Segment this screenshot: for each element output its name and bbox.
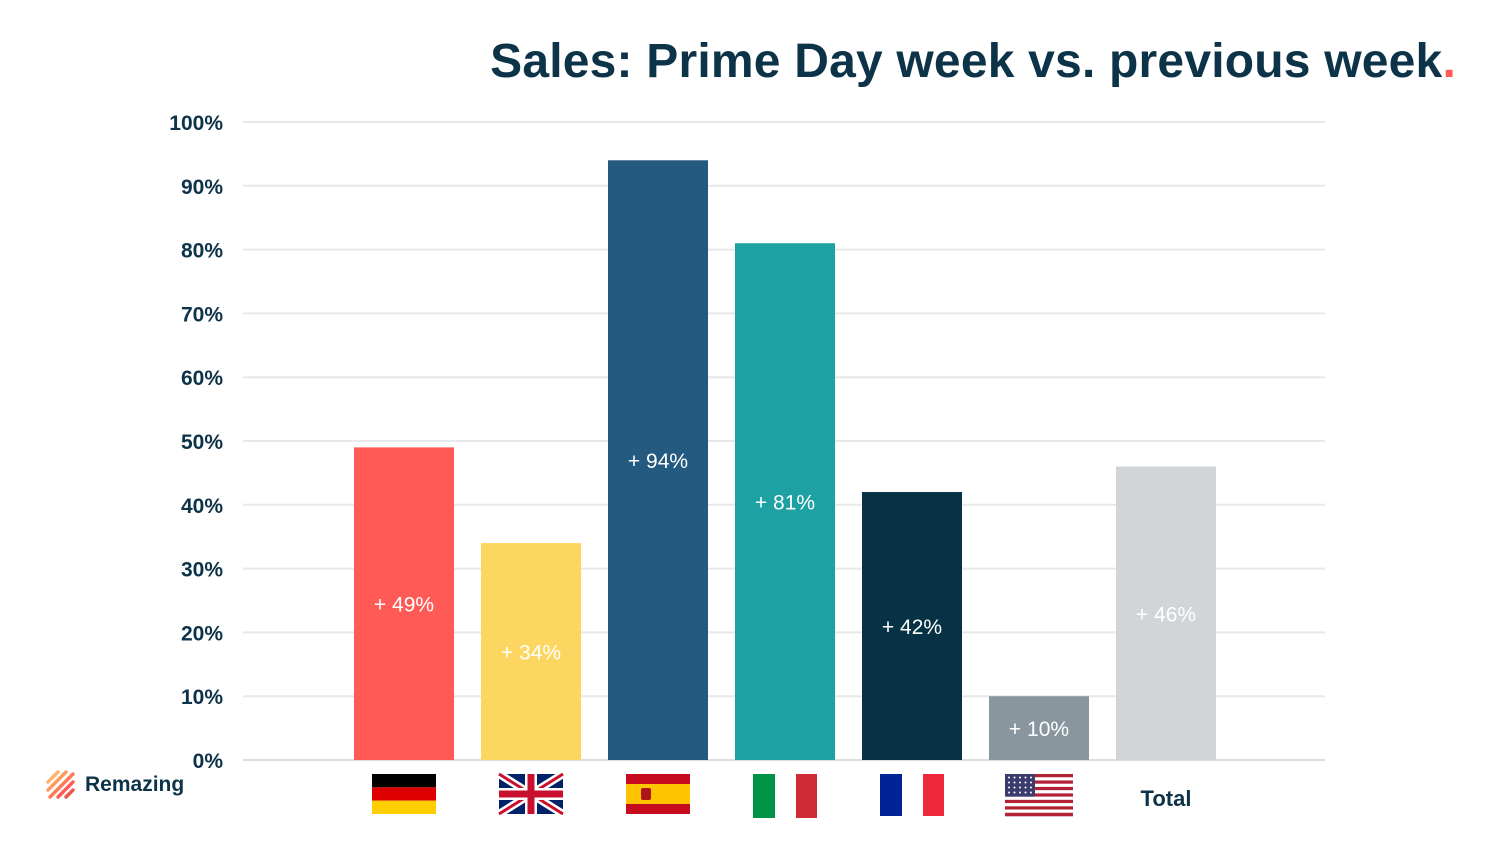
flag-star <box>1019 781 1021 784</box>
y-tick-label: 70% <box>181 303 223 326</box>
y-tick-label: 30% <box>181 559 223 582</box>
flag-stripe <box>880 774 902 816</box>
flag-stripe <box>626 774 690 784</box>
flag-star <box>1008 786 1010 789</box>
flag-star <box>1024 791 1027 794</box>
remazing-stripes-icon <box>46 770 75 799</box>
data-label: + 42% <box>882 616 942 639</box>
bar <box>608 160 708 760</box>
y-tick-label: 60% <box>181 367 223 390</box>
flag-star <box>1024 781 1027 784</box>
flag-star <box>1030 776 1032 779</box>
flag-star <box>1024 776 1027 779</box>
flag-stripe <box>372 800 436 814</box>
flag-stripe <box>1005 806 1073 810</box>
uk-flag <box>496 770 566 818</box>
flag-canton <box>1005 774 1035 797</box>
bar <box>735 243 835 761</box>
flag-stripe <box>1005 803 1073 807</box>
flag-star <box>1013 776 1016 779</box>
flag-stripe <box>1005 783 1073 788</box>
spain-flag <box>626 774 690 814</box>
flag-stripe <box>1005 777 1073 781</box>
data-label: + 94% <box>628 450 688 473</box>
flag-star <box>1019 791 1021 794</box>
flag-stripe <box>923 774 944 816</box>
y-tick-label: 50% <box>181 431 223 454</box>
y-tick-label: 20% <box>181 622 223 645</box>
remazing-logo: Remazing <box>45 768 184 802</box>
france-flag <box>880 774 944 816</box>
flag-star <box>1008 791 1010 794</box>
germany-flag <box>372 774 436 814</box>
data-label: + 81% <box>755 492 815 515</box>
data-label: + 34% <box>501 642 561 665</box>
logo-text: Remazing <box>85 773 185 796</box>
flag-star <box>1013 781 1016 784</box>
flag-star <box>1013 786 1016 789</box>
y-tick-label: 10% <box>181 686 223 709</box>
flag-stripe <box>1005 774 1073 778</box>
flag-star <box>1008 776 1010 779</box>
flag-stripe <box>1005 790 1073 794</box>
bar <box>862 492 962 760</box>
bar <box>481 543 581 760</box>
flag-star <box>1013 791 1016 794</box>
italy-flag <box>753 774 817 818</box>
flag-stripe <box>1005 796 1073 801</box>
flag-stripe <box>626 784 690 804</box>
y-tick-label: 80% <box>181 240 223 263</box>
data-label: + 10% <box>1009 718 1069 741</box>
y-tick-label: 90% <box>181 176 223 199</box>
flag-stripe <box>626 804 690 814</box>
title-dot: . <box>1442 35 1456 88</box>
flag-star <box>1030 781 1032 784</box>
flag-star <box>1019 776 1021 779</box>
flag-stripe <box>372 787 436 801</box>
y-tick-label: 100% <box>169 112 223 135</box>
flag-star <box>1030 791 1032 794</box>
flag-stripe <box>775 774 796 818</box>
usa-flag <box>1005 774 1073 817</box>
chart-title: Sales: Prime Day week vs. previous week. <box>490 34 1456 89</box>
flag-stripe <box>372 774 436 788</box>
flag-stripe <box>1005 793 1073 797</box>
flag-star <box>1019 786 1021 789</box>
data-label: + 46% <box>1136 603 1196 626</box>
data-label: + 49% <box>374 594 434 617</box>
flag-stripe <box>753 774 775 818</box>
bar <box>1116 466 1216 760</box>
flag-emblem <box>641 788 651 800</box>
flag-star <box>1008 781 1010 784</box>
y-tick-label: 0% <box>193 750 224 773</box>
flag-stripe <box>1005 809 1073 814</box>
flag-star <box>1030 786 1032 789</box>
flag-star <box>1024 786 1027 789</box>
x-tick-label: Total <box>1141 786 1192 811</box>
flag-stripe <box>1005 799 1073 804</box>
y-tick-label: 40% <box>181 495 223 518</box>
flag-stripe <box>796 774 817 818</box>
flag-stripe <box>1005 780 1073 784</box>
bar <box>354 447 454 760</box>
title-text: Sales: Prime Day week vs. previous week <box>490 35 1443 88</box>
flag-stripe <box>1005 786 1073 791</box>
bar <box>989 696 1089 760</box>
flag-stripe <box>1005 812 1073 817</box>
flag-stripe <box>902 774 923 816</box>
flag-cross <box>499 790 563 798</box>
